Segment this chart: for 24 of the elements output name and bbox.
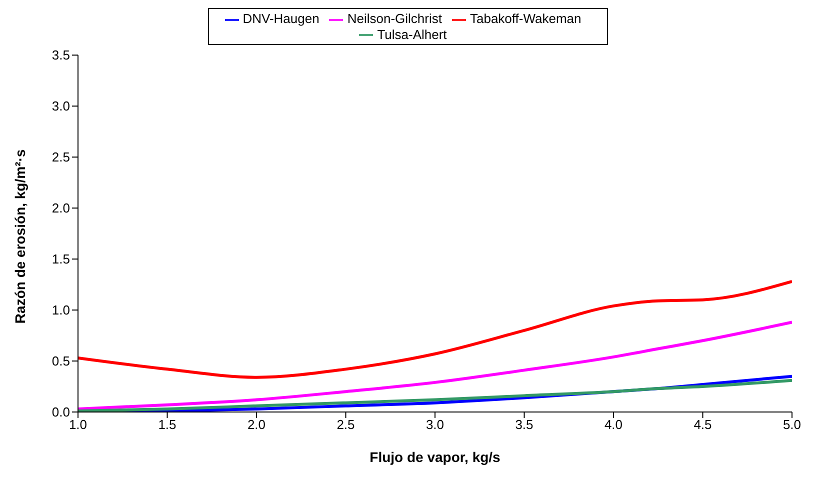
- y-axis-title: Razón de erosión, kg/m²·s: [12, 149, 28, 324]
- y-tick-label: 0.5: [52, 354, 70, 369]
- legend-label: Tulsa-Alhert: [377, 26, 447, 42]
- y-tick-label: 1.0: [52, 302, 70, 318]
- legend-label: Tabakoff-Wakeman: [470, 11, 582, 26]
- y-tick-label: 3.0: [52, 98, 70, 114]
- y-tick-label: 2.5: [52, 150, 70, 165]
- x-tick-label: 5.0: [782, 417, 802, 432]
- x-tick-label: 2.5: [336, 417, 355, 432]
- line-series: [78, 280, 792, 379]
- x-tick-label: 1.0: [68, 417, 88, 432]
- x-tick-label: 4.0: [604, 417, 623, 432]
- y-tick-label: 2.0: [52, 200, 70, 216]
- x-tick-label: 4.5: [694, 417, 712, 432]
- y-tick-label: 0.0: [52, 404, 70, 420]
- x-tick-label: 2.0: [247, 417, 266, 432]
- legend-label: Neilson-Gilchrist: [347, 11, 442, 26]
- y-tick-label: 3.5: [52, 48, 70, 63]
- legend-label: DNV-Haugen: [242, 11, 320, 26]
- x-tick-label: 3.0: [426, 417, 444, 432]
- y-tick-label: 1.5: [52, 252, 70, 267]
- x-tick-label: 3.5: [515, 417, 534, 432]
- x-tick-label: 1.5: [158, 417, 176, 432]
- x-axis-title: Flujo de vapor, kg/s: [370, 449, 501, 465]
